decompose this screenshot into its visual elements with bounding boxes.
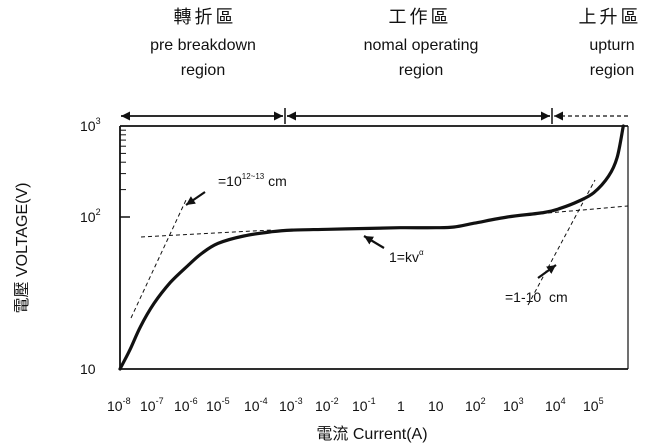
- annotation-resistivity-low: =1-10 cm: [505, 264, 568, 305]
- x-tick-label-1: 10-8: [107, 396, 131, 414]
- dashed-tangent-upturn: [527, 179, 596, 306]
- annotation-resistivity-low-arrow: [537, 264, 557, 279]
- y-tick-label-1000: 103: [80, 116, 101, 134]
- dashed-tangent-prebreakdown-low: [130, 199, 187, 319]
- svg-text:10-5: 10-5: [206, 396, 230, 414]
- x-tick-label-12: 103: [503, 396, 524, 414]
- svg-text:10-3: 10-3: [279, 396, 303, 414]
- region-label-prebreakdown-en2: region: [181, 62, 225, 79]
- region-label-operating-zh: 工作區: [389, 7, 452, 27]
- region-label-operating-en2: region: [399, 62, 443, 79]
- y-minor-ticks: [120, 129, 126, 191]
- svg-text:10-4: 10-4: [244, 396, 268, 414]
- svg-text:10-2: 10-2: [315, 396, 339, 414]
- region-label-prebreakdown-zh: 轉折區: [174, 7, 237, 27]
- x-axis-title: 電流 Current(A): [316, 425, 427, 443]
- x-tick-label-7: 10-2: [315, 396, 339, 414]
- annotation-resistivity-high-text: =1012~13 cm: [218, 172, 287, 189]
- region-label-upturn-zh: 上升區: [579, 7, 642, 27]
- svg-text:1: 1: [397, 398, 405, 414]
- x-tick-label-5: 10-4: [244, 396, 268, 414]
- x-tick-label-13: 104: [545, 396, 566, 414]
- dashed-tangent-operating: [547, 205, 629, 214]
- region-label-prebreakdown-en1: pre breakdown: [150, 37, 256, 54]
- svg-text:10: 10: [428, 398, 444, 414]
- reference-dashed-lines: [130, 179, 629, 319]
- x-tick-label-11: 102: [465, 396, 486, 414]
- x-tick-label-3: 10-6: [174, 396, 198, 414]
- svg-text:104: 104: [545, 396, 566, 414]
- dashed-tangent-prebreakdown-high: [140, 229, 273, 238]
- annotation-resistivity-high-arrow: [185, 191, 206, 206]
- annotation-power-law: 1=kvα: [363, 235, 424, 265]
- x-tick-label-14: 105: [583, 396, 604, 414]
- svg-text:103: 103: [503, 396, 524, 414]
- svg-text:102: 102: [465, 396, 486, 414]
- annotation-power-law-arrow: [363, 235, 385, 249]
- svg-text:10-8: 10-8: [107, 396, 131, 414]
- svg-text:10-6: 10-6: [174, 396, 198, 414]
- region-label-upturn-en1: upturn: [589, 37, 634, 54]
- x-tick-label-6: 10-3: [279, 396, 303, 414]
- svg-text:10-1: 10-1: [352, 396, 376, 414]
- annotation-power-law-text: 1=kvα: [389, 248, 424, 265]
- svg-text:10-7: 10-7: [140, 396, 164, 414]
- vi-characteristic-curve: [118, 124, 625, 371]
- annotation-resistivity-low-text: =1-10 cm: [505, 289, 568, 305]
- annotation-resistivity-high: =1012~13 cm: [185, 172, 287, 206]
- svg-text:105: 105: [583, 396, 604, 414]
- y-tick-label-10: 10: [80, 361, 96, 377]
- region-label-operating-en1: nomal operating: [364, 37, 479, 54]
- x-tick-label-10: 10: [428, 398, 444, 414]
- x-tick-label-4: 10-5: [206, 396, 230, 414]
- x-tick-label-2: 10-7: [140, 396, 164, 414]
- x-tick-label-9: 1: [397, 398, 405, 414]
- region-label-upturn-en2: region: [590, 62, 634, 79]
- y-axis-title: 電壓 VOLTAGE(V): [13, 183, 31, 314]
- x-tick-label-8: 10-1: [352, 396, 376, 414]
- y-tick-label-100: 102: [80, 207, 101, 225]
